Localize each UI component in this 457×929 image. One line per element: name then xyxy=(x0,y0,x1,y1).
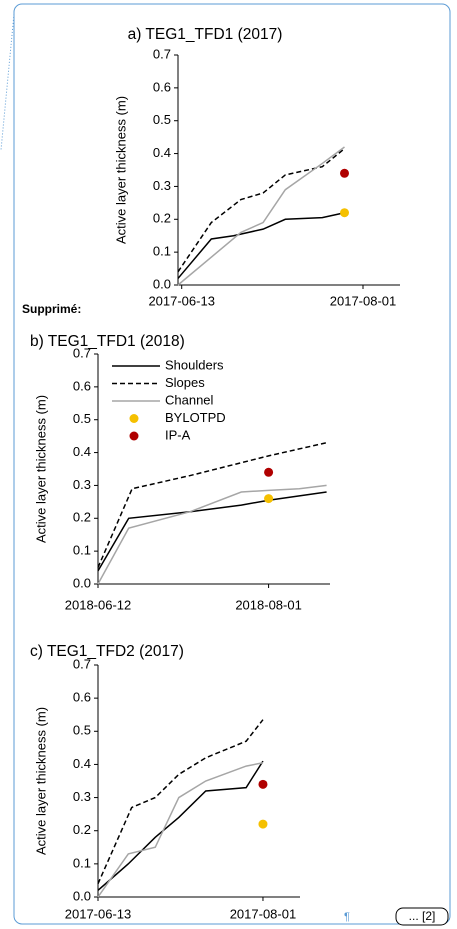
chart-title: a) TEG1_TFD1 (2017) xyxy=(128,26,283,43)
chart-title: c) TEG1_TFD2 (2017) xyxy=(30,643,184,660)
y-tick-label: 0.6 xyxy=(73,690,91,705)
y-axis-label: Active layer thickness (m) xyxy=(113,96,128,244)
legend-label: Channel xyxy=(165,392,214,407)
y-tick-label: 0.7 xyxy=(73,656,91,671)
legend-label: Shoulders xyxy=(165,357,224,372)
y-tick-label: 0.7 xyxy=(153,46,171,61)
y-tick-label: 0.6 xyxy=(73,378,91,393)
legend-marker xyxy=(129,431,139,441)
series-line xyxy=(177,146,345,286)
data-point xyxy=(258,819,268,829)
y-axis-label: Active layer thickness (m) xyxy=(33,395,48,543)
series-line xyxy=(97,762,264,898)
series-line xyxy=(177,148,345,273)
data-point xyxy=(264,494,274,504)
y-tick-label: 0.4 xyxy=(153,145,171,160)
series-line xyxy=(97,484,327,585)
y-tick-label: 0.6 xyxy=(153,79,171,94)
y-tick-label: 0.0 xyxy=(73,888,91,903)
more-link[interactable]: ... [2] xyxy=(409,909,436,923)
series-line xyxy=(97,491,327,572)
legend-label: Slopes xyxy=(165,375,205,390)
series-line xyxy=(97,760,264,891)
y-tick-label: 0.0 xyxy=(73,575,91,590)
x-tick-label: 2017-08-01 xyxy=(330,293,397,308)
series-line xyxy=(97,719,264,885)
series-line xyxy=(97,441,327,568)
y-tick-label: 0.3 xyxy=(153,178,171,193)
balloon-label: Supprimé: xyxy=(22,302,81,316)
data-point xyxy=(340,168,349,178)
y-axis-label: Active layer thickness (m) xyxy=(33,707,48,855)
legend-label: BYLOTPD xyxy=(165,410,226,425)
y-tick-label: 0.1 xyxy=(153,244,171,259)
legend-marker xyxy=(129,414,139,423)
data-point xyxy=(258,779,268,789)
y-tick-label: 0.0 xyxy=(153,276,171,291)
data-point xyxy=(264,467,274,477)
balloon-connector xyxy=(0,13,15,151)
legend-label: IP-A xyxy=(165,427,191,442)
y-tick-label: 0.2 xyxy=(73,510,91,525)
y-tick-label: 0.1 xyxy=(73,855,91,870)
y-tick-label: 0.7 xyxy=(73,345,91,360)
y-tick-label: 0.2 xyxy=(153,211,171,226)
x-tick-label: 2017-06-13 xyxy=(148,293,215,308)
y-tick-label: 0.3 xyxy=(73,477,91,492)
y-tick-label: 0.1 xyxy=(73,543,91,558)
y-tick-label: 0.4 xyxy=(73,756,91,771)
x-tick-label: 2018-06-12 xyxy=(65,597,132,612)
chart-title: b) TEG1_TFD1 (2018) xyxy=(30,333,185,350)
balloon-frame xyxy=(13,3,451,925)
y-tick-label: 0.5 xyxy=(153,112,171,127)
y-tick-label: 0.4 xyxy=(73,444,91,459)
x-tick-label: 2017-08-01 xyxy=(230,906,297,921)
x-tick-label: 2017-06-13 xyxy=(65,906,132,921)
series-line xyxy=(177,211,345,279)
data-point xyxy=(340,208,349,218)
y-tick-label: 0.5 xyxy=(73,411,91,426)
y-tick-label: 0.5 xyxy=(73,723,91,738)
pilcrow: ¶ xyxy=(344,911,350,923)
more-box[interactable] xyxy=(395,907,449,926)
y-tick-label: 0.2 xyxy=(73,822,91,837)
y-tick-label: 0.3 xyxy=(73,789,91,804)
x-tick-label: 2018-08-01 xyxy=(235,597,302,612)
